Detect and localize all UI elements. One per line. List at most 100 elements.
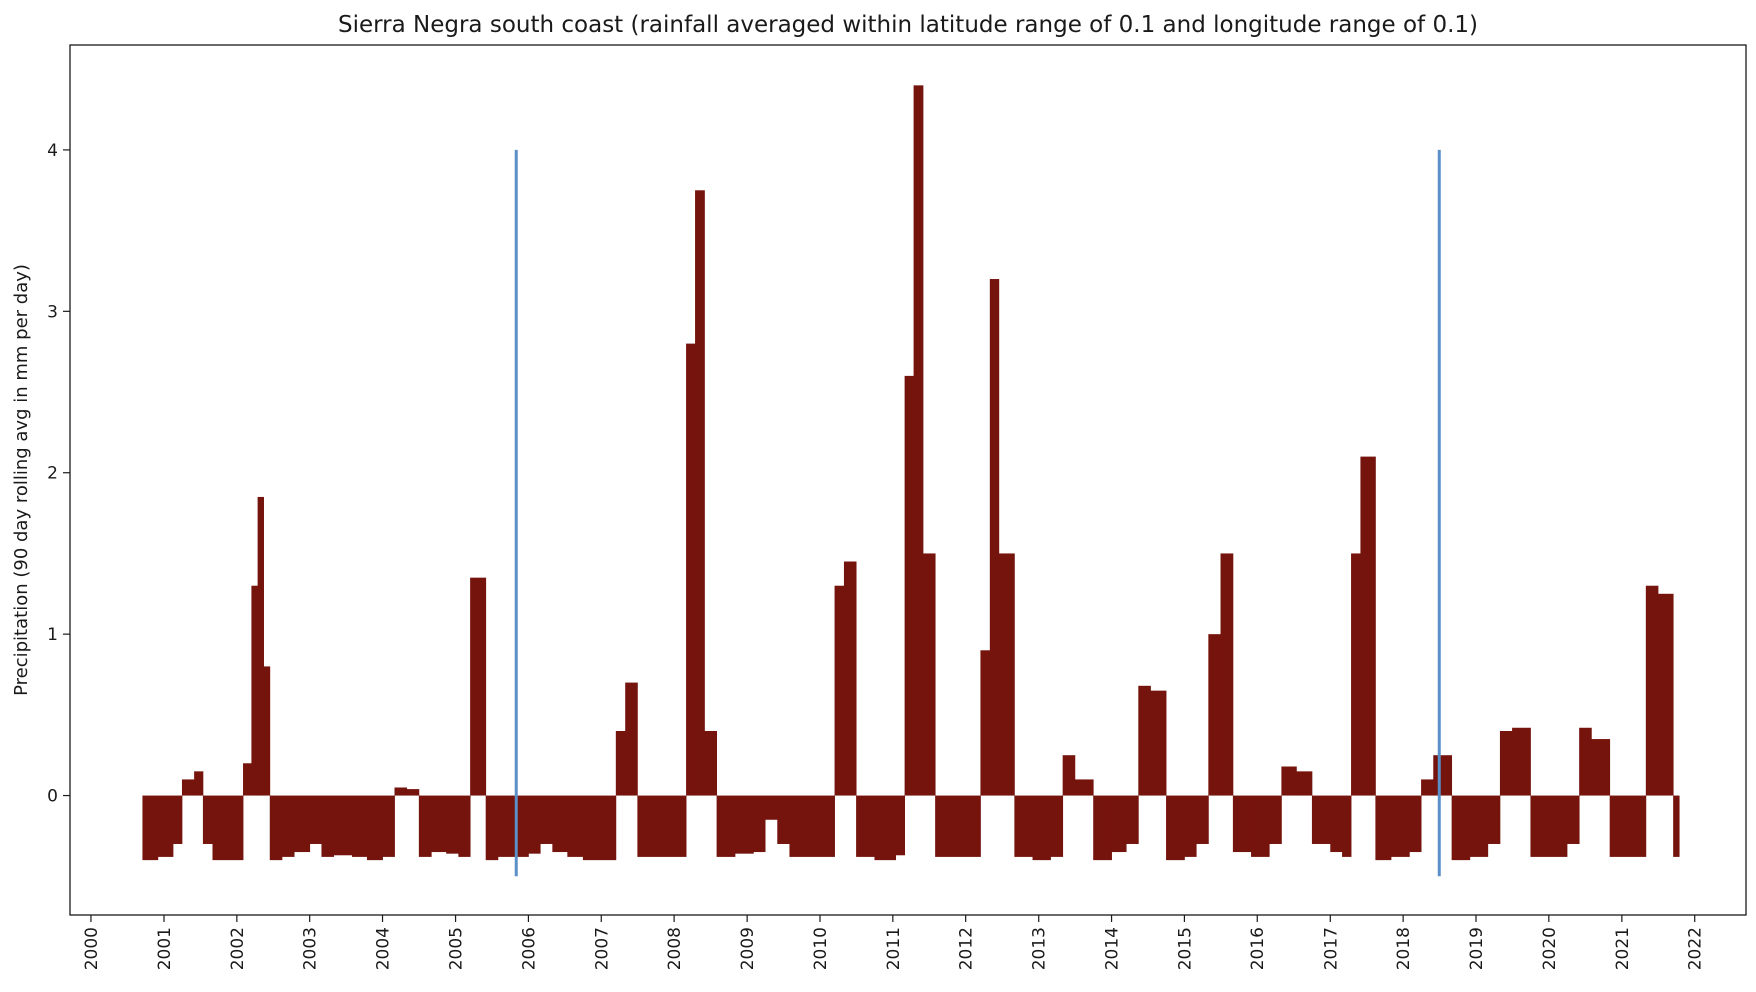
bar (1196, 795, 1209, 844)
bar (704, 730, 718, 796)
plot-frame (69, 44, 1747, 916)
bar (1281, 766, 1297, 796)
bar (281, 795, 295, 857)
bar (826, 795, 835, 857)
bar (1624, 795, 1637, 857)
bar (1126, 795, 1139, 844)
bar (351, 795, 368, 857)
x-tick-label: 2017 (1321, 927, 1341, 970)
bar (998, 553, 1015, 796)
bar (1673, 795, 1680, 857)
chart-title: Sierra Negra south coast (rainfall avera… (338, 12, 1478, 38)
bar (695, 190, 705, 796)
y-axis-label: Precipitation (90 day rolling avg in mm … (11, 264, 32, 696)
x-tick-label: 2009 (738, 927, 758, 970)
bar (1093, 795, 1112, 861)
bar (1421, 779, 1434, 796)
bar (1360, 456, 1376, 796)
y-axis: 0 1 2 3 4 (47, 141, 70, 807)
y-tick-label: 3 (47, 302, 58, 322)
bar (458, 795, 471, 857)
bar (1208, 634, 1221, 796)
bar (251, 585, 258, 796)
bars-layer (142, 85, 1680, 861)
bar (655, 795, 675, 857)
bar (807, 795, 827, 857)
bar (971, 795, 981, 857)
bar (1220, 553, 1234, 796)
x-tick-label: 2000 (82, 927, 102, 970)
bar (233, 795, 244, 861)
bar (194, 771, 204, 796)
bar (552, 795, 568, 853)
x-tick-label: 2013 (1030, 927, 1050, 970)
bar (953, 795, 973, 857)
bar (601, 795, 617, 861)
vlines-layer (514, 149, 1441, 877)
y-tick-label: 1 (47, 625, 58, 645)
bar (181, 779, 195, 796)
bar (510, 795, 529, 857)
bar (1551, 795, 1568, 857)
bar (212, 795, 222, 861)
bar (172, 795, 183, 844)
bar (1433, 755, 1453, 796)
bar (1342, 795, 1352, 857)
bar (1636, 795, 1647, 857)
bar (1530, 795, 1553, 857)
bar (1032, 795, 1051, 861)
x-tick-label: 2014 (1103, 927, 1123, 970)
bar (418, 795, 432, 857)
bar (294, 795, 311, 853)
bar (540, 795, 553, 844)
bar (625, 682, 638, 796)
x-tick-label: 2003 (301, 927, 321, 970)
x-tick-label: 2006 (519, 927, 539, 970)
bar (567, 795, 584, 857)
bar (856, 795, 875, 857)
bar (1566, 795, 1580, 844)
bar (1609, 795, 1626, 857)
bar (716, 795, 736, 857)
x-tick-label: 2011 (884, 927, 904, 970)
x-tick-label: 2015 (1175, 927, 1195, 970)
x-tick-label: 2001 (155, 927, 175, 970)
bar (1232, 795, 1252, 853)
x-tick-label: 2019 (1467, 927, 1487, 970)
bar (1269, 795, 1282, 844)
bar (1184, 795, 1197, 857)
bar (321, 795, 335, 857)
bar (922, 553, 936, 796)
bar (874, 795, 897, 861)
bar (470, 577, 487, 796)
bar (904, 375, 914, 796)
x-tick-label: 2016 (1248, 927, 1268, 970)
bar (309, 795, 322, 844)
x-tick-label: 2022 (1686, 927, 1706, 970)
bar (913, 85, 924, 796)
y-tick-label: 0 (47, 787, 58, 807)
bar (431, 795, 447, 853)
bar (1487, 795, 1501, 844)
bar (980, 650, 991, 796)
x-tick-label: 2021 (1613, 927, 1633, 970)
bar (777, 795, 790, 844)
bar (765, 795, 778, 820)
bar (257, 496, 264, 796)
bar (1451, 795, 1471, 861)
y-tick-label: 4 (47, 141, 58, 161)
bar (753, 795, 766, 853)
x-tick-label: 2002 (228, 927, 248, 970)
y-tick-label: 2 (47, 464, 58, 484)
bar (1014, 795, 1033, 857)
bar (1409, 795, 1422, 853)
bar (366, 795, 383, 861)
bar (895, 795, 906, 856)
bar (1050, 795, 1064, 857)
bar (1062, 755, 1076, 796)
bar (1591, 739, 1611, 796)
bar (269, 795, 283, 861)
x-tick-label: 2004 (374, 927, 394, 970)
x-axis: 2000 2001 2002 2003 2004 2005 2006 2007 2008 2009… (82, 915, 1706, 970)
bar (1330, 795, 1343, 853)
